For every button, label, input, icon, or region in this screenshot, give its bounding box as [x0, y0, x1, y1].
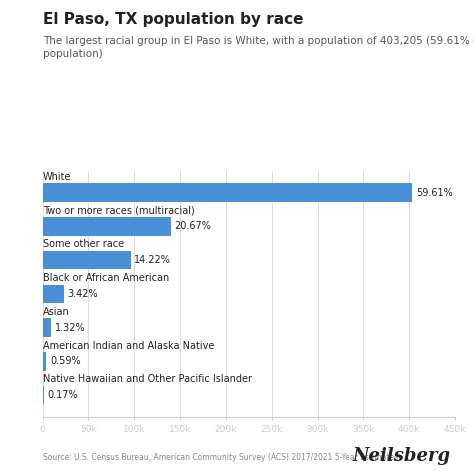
Text: Some other race: Some other race: [43, 239, 124, 249]
Bar: [43, 352, 46, 371]
Bar: [43, 386, 44, 404]
Text: El Paso, TX population by race: El Paso, TX population by race: [43, 12, 303, 27]
Text: Two or more races (multiracial): Two or more races (multiracial): [43, 206, 194, 216]
Text: White: White: [43, 172, 71, 182]
Text: American Indian and Alaska Native: American Indian and Alaska Native: [43, 341, 214, 351]
Text: 3.42%: 3.42%: [67, 289, 98, 299]
Text: 0.59%: 0.59%: [50, 356, 81, 366]
Text: 1.32%: 1.32%: [55, 323, 85, 333]
Text: The largest racial group in El Paso is White, with a population of 403,205 (59.6: The largest racial group in El Paso is W…: [43, 36, 474, 59]
Bar: [43, 183, 412, 202]
Bar: [43, 217, 171, 236]
Text: Asian: Asian: [43, 307, 69, 317]
Bar: [43, 319, 51, 337]
Text: 59.61%: 59.61%: [416, 188, 453, 198]
Text: 0.17%: 0.17%: [47, 390, 78, 400]
Text: 14.22%: 14.22%: [135, 255, 171, 265]
Bar: [43, 251, 131, 269]
Text: Neilsberg: Neilsberg: [352, 447, 450, 465]
Bar: [43, 284, 64, 303]
Text: Source: U.S. Census Bureau, American Community Survey (ACS) 2017/2021 5-Year Est: Source: U.S. Census Bureau, American Com…: [43, 453, 398, 462]
Text: 20.67%: 20.67%: [174, 221, 211, 231]
Text: Native Hawaiian and Other Pacific Islander: Native Hawaiian and Other Pacific Island…: [43, 374, 252, 384]
Text: Black or African American: Black or African American: [43, 273, 169, 283]
